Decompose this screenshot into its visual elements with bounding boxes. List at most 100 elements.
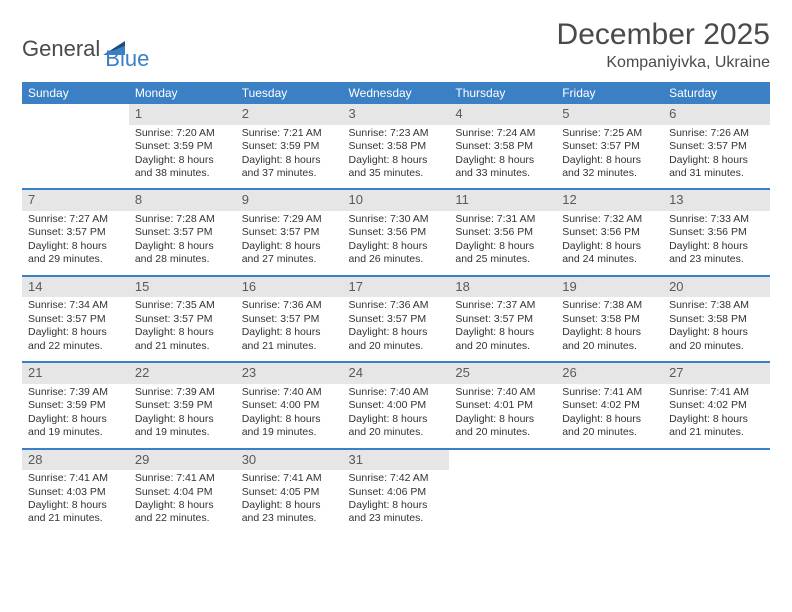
sunrise-text: Sunrise: 7:37 AM [455, 299, 550, 312]
brand-text-1: General [22, 36, 100, 62]
header: General Blue December 2025 Kompaniyivka,… [22, 18, 770, 72]
sunrise-text: Sunrise: 7:36 AM [349, 299, 444, 312]
day-number: 29 [129, 450, 236, 471]
day-number: 1 [129, 104, 236, 125]
month-title: December 2025 [557, 18, 770, 52]
day-number: 30 [236, 450, 343, 471]
calendar-day: 1Sunrise: 7:20 AMSunset: 3:59 PMDaylight… [129, 104, 236, 189]
calendar-day: 17Sunrise: 7:36 AMSunset: 3:57 PMDayligh… [343, 276, 450, 362]
calendar-day: 29Sunrise: 7:41 AMSunset: 4:04 PMDayligh… [129, 449, 236, 534]
day-number: 6 [663, 104, 770, 125]
daylight-text: Daylight: 8 hours [135, 240, 230, 253]
sunset-text: Sunset: 3:59 PM [242, 140, 337, 153]
daylight-text: Daylight: 8 hours [455, 413, 550, 426]
day-number: 14 [22, 277, 129, 298]
location-label: Kompaniyivka, Ukraine [557, 54, 770, 72]
daylight-text: Daylight: 8 hours [135, 413, 230, 426]
daylight-text: and 20 minutes. [349, 340, 444, 353]
daylight-text: Daylight: 8 hours [28, 499, 123, 512]
daylight-text: and 20 minutes. [455, 340, 550, 353]
day-number: 18 [449, 277, 556, 298]
daylight-text: Daylight: 8 hours [28, 326, 123, 339]
calendar-empty [22, 104, 129, 189]
daylight-text: and 33 minutes. [455, 167, 550, 180]
daylight-text: Daylight: 8 hours [669, 326, 764, 339]
calendar-day: 8 Sunrise: 7:28 AMSunset: 3:57 PMDaylight… [129, 189, 236, 275]
sunrise-text: Sunrise: 7:27 AM [28, 213, 123, 226]
day-number: 26 [556, 363, 663, 384]
calendar-empty [556, 449, 663, 534]
daylight-text: Daylight: 8 hours [349, 413, 444, 426]
sunrise-text: Sunrise: 7:33 AM [669, 213, 764, 226]
calendar-day: 9Sunrise: 7:29 AMSunset: 3:57 PMDaylight… [236, 189, 343, 275]
calendar-day: 5Sunrise: 7:25 AMSunset: 3:57 PMDaylight… [556, 104, 663, 189]
calendar-day: 10Sunrise: 7:30 AMSunset: 3:56 PMDayligh… [343, 189, 450, 275]
sunset-text: Sunset: 3:57 PM [135, 313, 230, 326]
daylight-text: and 37 minutes. [242, 167, 337, 180]
sunrise-text: Sunrise: 7:39 AM [28, 386, 123, 399]
daylight-text: and 26 minutes. [349, 253, 444, 266]
daylight-text: and 35 minutes. [349, 167, 444, 180]
day-number: 9 [236, 190, 343, 211]
daylight-text: and 19 minutes. [242, 426, 337, 439]
sunrise-text: Sunrise: 7:41 AM [669, 386, 764, 399]
daylight-text: and 29 minutes. [28, 253, 123, 266]
sunset-text: Sunset: 3:56 PM [562, 226, 657, 239]
daylight-text: and 23 minutes. [349, 512, 444, 525]
calendar-day: 19Sunrise: 7:38 AMSunset: 3:58 PMDayligh… [556, 276, 663, 362]
calendar-day: 16Sunrise: 7:36 AMSunset: 3:57 PMDayligh… [236, 276, 343, 362]
daylight-text: and 38 minutes. [135, 167, 230, 180]
day-number: 11 [449, 190, 556, 211]
calendar-day: 6Sunrise: 7:26 AMSunset: 3:57 PMDaylight… [663, 104, 770, 189]
sunset-text: Sunset: 3:57 PM [349, 313, 444, 326]
daylight-text: and 19 minutes. [135, 426, 230, 439]
calendar-day: 24Sunrise: 7:40 AMSunset: 4:00 PMDayligh… [343, 362, 450, 448]
calendar-day: 18Sunrise: 7:37 AMSunset: 3:57 PMDayligh… [449, 276, 556, 362]
calendar-day: 7Sunrise: 7:27 AMSunset: 3:57 PMDaylight… [22, 189, 129, 275]
daylight-text: Daylight: 8 hours [135, 326, 230, 339]
daylight-text: and 27 minutes. [242, 253, 337, 266]
brand-text-2: Blue [105, 46, 149, 72]
day-number: 20 [663, 277, 770, 298]
sunset-text: Sunset: 3:57 PM [242, 226, 337, 239]
daylight-text: and 21 minutes. [28, 512, 123, 525]
daylight-text: Daylight: 8 hours [242, 240, 337, 253]
day-number: 15 [129, 277, 236, 298]
weekday-header: Tuesday [236, 82, 343, 104]
sunset-text: Sunset: 4:02 PM [669, 399, 764, 412]
calendar-day: 25Sunrise: 7:40 AMSunset: 4:01 PMDayligh… [449, 362, 556, 448]
sunset-text: Sunset: 4:06 PM [349, 486, 444, 499]
day-number: 2 [236, 104, 343, 125]
sunset-text: Sunset: 3:57 PM [242, 313, 337, 326]
sunset-text: Sunset: 4:00 PM [349, 399, 444, 412]
day-number: 8 [129, 190, 236, 211]
daylight-text: Daylight: 8 hours [242, 154, 337, 167]
daylight-text: and 20 minutes. [562, 426, 657, 439]
day-number: 31 [343, 450, 450, 471]
daylight-text: and 21 minutes. [242, 340, 337, 353]
sunrise-text: Sunrise: 7:21 AM [242, 127, 337, 140]
weekday-header: Friday [556, 82, 663, 104]
calendar-table: SundayMondayTuesdayWednesdayThursdayFrid… [22, 82, 770, 534]
calendar-day: 20Sunrise: 7:38 AMSunset: 3:58 PMDayligh… [663, 276, 770, 362]
daylight-text: and 20 minutes. [669, 340, 764, 353]
sunset-text: Sunset: 4:04 PM [135, 486, 230, 499]
day-number: 5 [556, 104, 663, 125]
sunrise-text: Sunrise: 7:28 AM [135, 213, 230, 226]
sunrise-text: Sunrise: 7:38 AM [562, 299, 657, 312]
sunset-text: Sunset: 3:57 PM [562, 140, 657, 153]
day-number: 27 [663, 363, 770, 384]
sunrise-text: Sunrise: 7:26 AM [669, 127, 764, 140]
sunrise-text: Sunrise: 7:41 AM [28, 472, 123, 485]
daylight-text: Daylight: 8 hours [669, 240, 764, 253]
title-block: December 2025 Kompaniyivka, Ukraine [557, 18, 770, 72]
calendar-day: 15Sunrise: 7:35 AMSunset: 3:57 PMDayligh… [129, 276, 236, 362]
sunrise-text: Sunrise: 7:42 AM [349, 472, 444, 485]
calendar-week: 21Sunrise: 7:39 AMSunset: 3:59 PMDayligh… [22, 362, 770, 448]
calendar-day: 26Sunrise: 7:41 AMSunset: 4:02 PMDayligh… [556, 362, 663, 448]
sunset-text: Sunset: 3:57 PM [135, 226, 230, 239]
calendar-empty [663, 449, 770, 534]
sunset-text: Sunset: 4:05 PM [242, 486, 337, 499]
sunset-text: Sunset: 3:59 PM [135, 399, 230, 412]
daylight-text: Daylight: 8 hours [455, 326, 550, 339]
